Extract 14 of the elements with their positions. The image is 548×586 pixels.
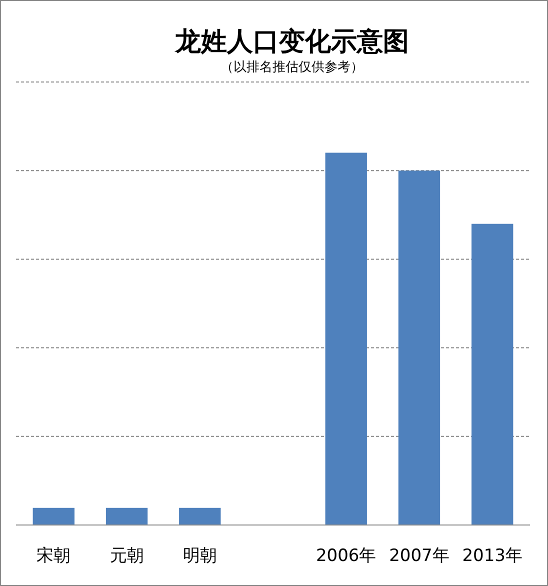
bar — [106, 508, 148, 525]
bar — [179, 508, 221, 525]
chart-subtitle: （以排名推估仅供参考） — [220, 60, 364, 75]
x-tick-label: 宋朝 — [36, 546, 71, 566]
bar — [325, 152, 367, 525]
chart-title: 龙姓人口变化示意图 — [174, 27, 409, 57]
x-tick-label: 2013年 — [462, 546, 522, 566]
x-tick-label: 2007年 — [389, 546, 450, 566]
x-tick-label: 明朝 — [182, 546, 217, 566]
bar — [472, 224, 514, 525]
x-tick-label: 元朝 — [110, 546, 144, 566]
x-tick-label: 2006年 — [316, 546, 376, 566]
bar — [398, 170, 440, 525]
bar — [32, 508, 74, 525]
